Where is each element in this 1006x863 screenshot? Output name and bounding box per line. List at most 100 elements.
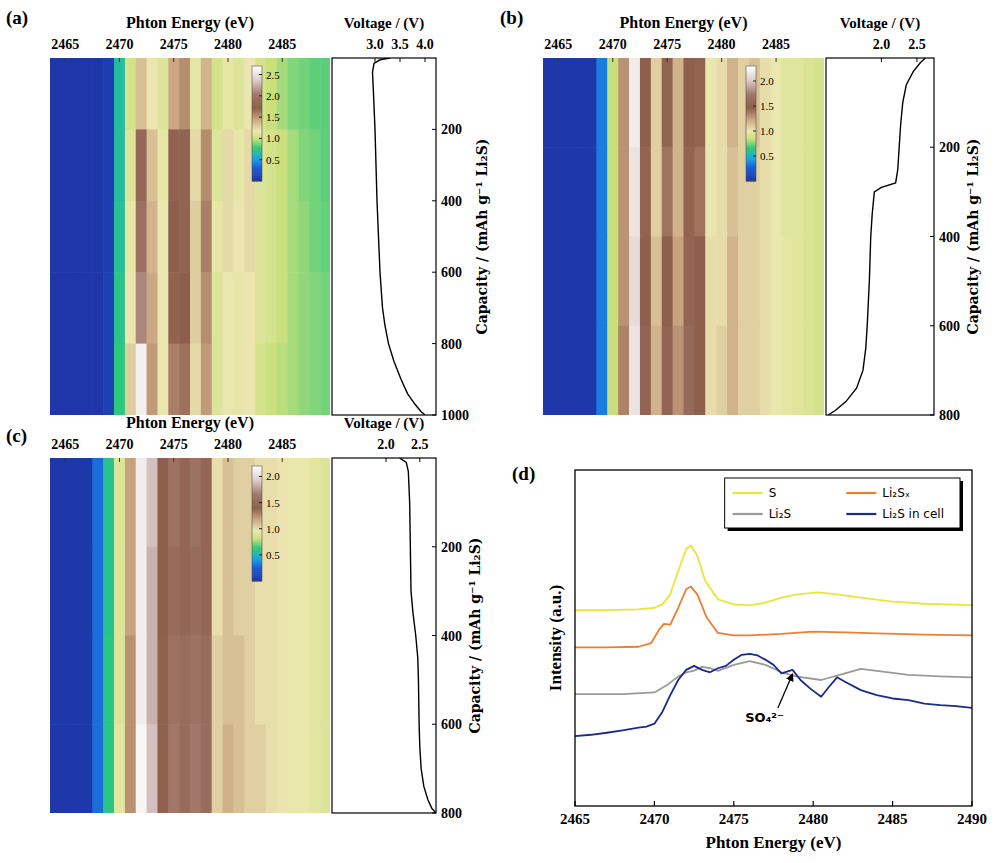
heatmap-cell [543,147,553,237]
tick-label: 2480 [798,811,828,827]
heatmap-cell [673,237,684,327]
heatmap-cell [60,458,71,547]
heatmap-cell [277,344,288,415]
heatmap-cell [803,326,814,415]
heatmap-cell [309,344,320,415]
heatmap-cell [233,636,244,725]
heatmap-cell [543,237,553,327]
plot-background [826,58,934,415]
heatmap-cell [299,129,310,201]
plot-lines [575,546,972,737]
heatmap-cell [575,58,586,148]
colorbar-label: 1.5 [760,100,774,112]
tick-label: 2485 [268,437,296,452]
heatmap-cell [244,272,255,344]
heatmap-cell [233,344,244,415]
heatmap-cell [114,547,125,636]
heatmap-cell [244,724,255,813]
tick [432,129,436,130]
tick-label: 2485 [878,811,908,827]
heatmap-cell [223,58,234,130]
heatmap-cell [81,636,92,725]
legend-swatch [846,492,876,494]
heatmap-cell [288,129,299,201]
heatmap-cell [694,147,705,237]
heatmap-cell [233,272,244,344]
heatmap-cell [814,58,824,148]
heatmap-cell [168,129,179,201]
figure: (a)Phton Energy (eV)24652470247524802485… [0,0,1006,863]
colorbar-label: 1.0 [266,132,280,144]
heatmap-cell [629,147,640,237]
heatmap-cell [179,458,190,547]
tick-label: 3.0 [366,37,384,52]
heatmap-cell [190,344,201,415]
heatmap-cell [190,272,201,344]
colorbar-label: 2.0 [760,75,774,87]
colorbar-tick [259,159,262,160]
heatmap-cell [71,201,82,273]
heatmap-cell [114,201,125,273]
heatmap-cell [92,547,103,636]
heatmap-cell [103,58,114,130]
heatmap-cell [50,129,60,201]
heatmap-cell [716,237,727,327]
heatmap-cell [585,326,596,415]
heatmap-cell [168,547,179,636]
tick-label: 400 [441,194,462,209]
heatmap-cell [201,724,212,813]
heatmap-cell [266,272,277,344]
legend-label: Li₂S in cell [882,507,944,521]
heatmap-cell [212,58,223,130]
heatmap-cell [190,58,201,130]
heatmap-cell [60,272,71,344]
tick-label: 2470 [105,437,133,452]
heatmap-cell [71,272,82,344]
heatmap-cell [125,724,136,813]
heatmap-cell [136,547,147,636]
colorbar-label: 1.0 [266,523,280,535]
heatmap-cell [553,147,564,237]
heatmap-cell [179,201,190,273]
voltage-curve [400,458,436,813]
spectrum-line [575,587,972,648]
tick-label: 3.5 [391,37,409,52]
heatmap-cell [684,237,695,327]
heatmap-cells [50,58,330,415]
tick-label: 2485 [762,37,790,52]
heatmap-cell [585,147,596,237]
heatmap-cell [596,58,607,148]
heatmap-cell [136,458,147,547]
tick [733,801,734,806]
colorbar-frame [252,66,262,181]
axis-title: Phton Energy (eV) [126,414,254,432]
heatmap-cell [147,344,158,415]
heatmap-cell [288,636,299,725]
heatmap-cell [662,147,673,237]
tick-label: 800 [441,337,462,352]
heatmap-cell [50,272,60,344]
heatmap-cell [727,58,738,148]
heatmap-cell [157,458,168,547]
heatmap-cell [792,326,803,415]
tick-label: 2475 [653,37,681,52]
heatmap-cell [190,129,201,201]
heatmap-cell [92,129,103,201]
heatmap-cell [60,547,71,636]
heatmap-cell [60,129,71,201]
axis-title: Intensity (a.u.) [546,585,565,691]
heatmap-cell [651,237,662,327]
heatmap-cell [179,129,190,201]
tick [419,458,420,462]
heatmap-cell [81,344,92,415]
heatmap-cell [168,636,179,725]
axis-title: Phton Energy (eV) [706,833,842,852]
colorbar-tick [259,502,262,503]
tick-label: 800 [939,408,960,423]
heatmap-cell [103,458,114,547]
tick-label: 600 [441,265,462,280]
heatmap-cell [50,724,60,813]
heatmap-cell [288,58,299,130]
tick [119,458,120,462]
heatmap-cell [684,58,695,148]
